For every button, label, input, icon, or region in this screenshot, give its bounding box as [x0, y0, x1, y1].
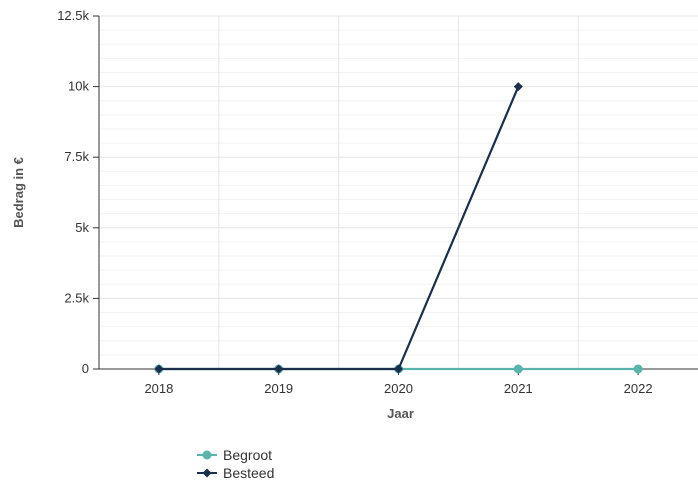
legend-item-begroot[interactable]: Begroot [196, 446, 274, 464]
x-tick-label: 2018 [144, 381, 173, 396]
y-tick-label: 5k [75, 220, 89, 235]
y-tick-label: 10k [68, 79, 89, 94]
data-point-besteed [394, 364, 403, 374]
axes [93, 15, 698, 375]
series-line-besteed [158, 86, 520, 371]
y-tick-label: 0 [82, 361, 89, 376]
legend-symbol-begroot [197, 450, 217, 460]
y-axis-title: Bedrag in € [11, 157, 26, 228]
data-point-besteed [154, 364, 164, 374]
legend-symbol-besteed [197, 468, 217, 478]
axis-labels: 0 2.5k 5k 7.5k 10k 12.5k 2018 2019 2020 2021 2022 J… [11, 8, 653, 421]
legend: Begroot Besteed [196, 446, 274, 482]
y-tick-label: 12.5k [57, 8, 89, 23]
data-point-besteed [513, 82, 523, 92]
x-tick-label: 2019 [264, 381, 293, 396]
y-tick-label: 2.5k [64, 290, 89, 305]
legend-marker [202, 468, 212, 478]
x-tick-label: 2022 [624, 381, 653, 396]
legend-marker [202, 450, 212, 460]
data-point-begroot [633, 364, 643, 374]
grid [99, 15, 698, 370]
legend-label: Besteed [223, 465, 275, 481]
x-tick-label: 2021 [504, 381, 533, 396]
legend-item-besteed[interactable]: Besteed [196, 464, 274, 482]
series-besteed [154, 82, 523, 374]
legend-label: Begroot [223, 447, 273, 463]
data-point-besteed [274, 364, 284, 374]
y-tick-label: 7.5k [64, 149, 89, 164]
x-tick-label: 2020 [384, 381, 413, 396]
x-axis-title: Jaar [387, 406, 414, 421]
series-layer [154, 82, 643, 374]
data-point-begroot [513, 364, 523, 374]
